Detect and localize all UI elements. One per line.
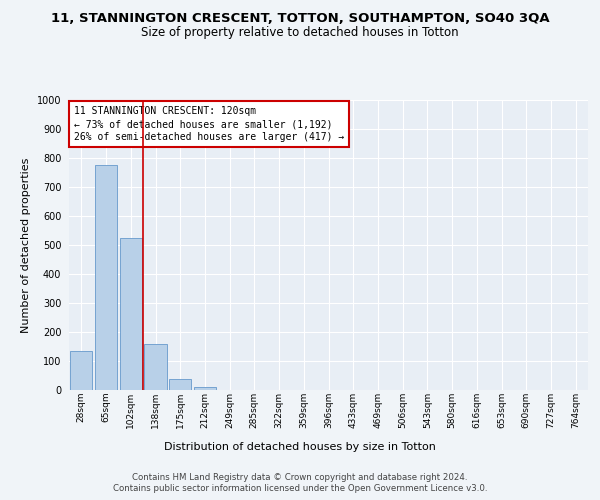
Bar <box>145 344 167 390</box>
Text: 11, STANNINGTON CRESCENT, TOTTON, SOUTHAMPTON, SO40 3QA: 11, STANNINGTON CRESCENT, TOTTON, SOUTHA… <box>50 12 550 26</box>
Text: 11 STANNINGTON CRESCENT: 120sqm
← 73% of detached houses are smaller (1,192)
26%: 11 STANNINGTON CRESCENT: 120sqm ← 73% of… <box>74 106 344 142</box>
Bar <box>70 352 92 390</box>
Bar <box>169 379 191 390</box>
Text: Contains HM Land Registry data © Crown copyright and database right 2024.: Contains HM Land Registry data © Crown c… <box>132 472 468 482</box>
Bar <box>95 166 117 390</box>
Text: Contains public sector information licensed under the Open Government Licence v3: Contains public sector information licen… <box>113 484 487 493</box>
Y-axis label: Number of detached properties: Number of detached properties <box>22 158 31 332</box>
Bar <box>194 386 216 390</box>
Text: Distribution of detached houses by size in Totton: Distribution of detached houses by size … <box>164 442 436 452</box>
Text: Size of property relative to detached houses in Totton: Size of property relative to detached ho… <box>141 26 459 39</box>
Bar <box>119 238 142 390</box>
